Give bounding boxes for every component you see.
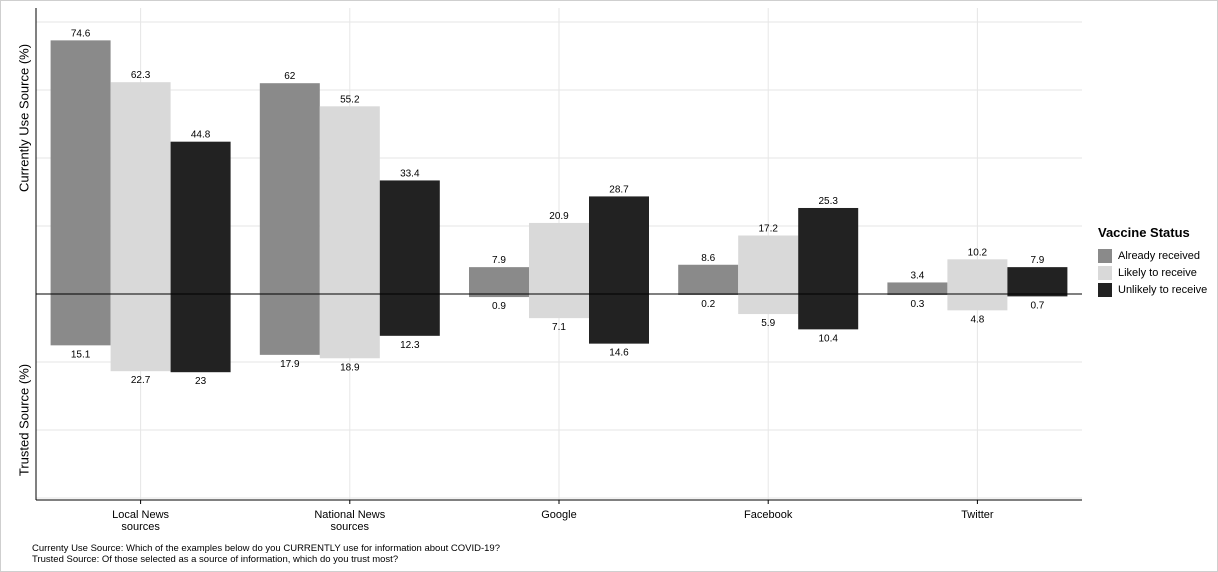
- y-axis-label-bottom: Trusted Source (%): [16, 363, 32, 477]
- data-label-trusted: 0.9: [492, 301, 506, 312]
- x-tick-label: Local News: [112, 509, 169, 521]
- x-tick-label: Twitter: [961, 509, 994, 521]
- bar-current-use: [529, 222, 589, 294]
- data-label-trusted: 7.1: [552, 322, 566, 333]
- x-tick-label: Google: [541, 509, 576, 521]
- legend-item-already-received: Already received: [1098, 247, 1216, 264]
- bar-trusted: [259, 294, 320, 355]
- data-label-trusted: 23: [195, 376, 207, 387]
- legend-label: Likely to receive: [1118, 266, 1197, 279]
- bar-trusted: [50, 294, 111, 346]
- data-label-trusted: 15.1: [71, 349, 91, 360]
- data-label-trusted: 10.4: [818, 333, 838, 344]
- data-label-trusted: 4.8: [970, 314, 984, 325]
- data-label-current-use: 7.9: [1030, 255, 1044, 266]
- bar-current-use: [1007, 267, 1068, 294]
- data-label-current-use: 44.8: [191, 130, 211, 141]
- legend-swatch-already-received: [1098, 248, 1112, 263]
- bar-trusted: [1007, 294, 1068, 297]
- x-tick-label: sources: [331, 521, 370, 533]
- bar-trusted: [529, 294, 589, 319]
- bar-trusted: [170, 294, 231, 373]
- bar-trusted: [110, 294, 171, 372]
- bar-trusted: [319, 294, 380, 359]
- data-label-trusted: 17.9: [280, 359, 300, 370]
- legend-label: Unlikely to receive: [1118, 283, 1208, 296]
- legend-swatch-unlikely-to-receive: [1098, 282, 1112, 297]
- bar-current-use: [798, 207, 859, 294]
- bar-current-use: [469, 267, 529, 294]
- bar-current-use: [259, 83, 320, 294]
- x-tick-label: National News: [314, 509, 385, 521]
- bar-trusted: [947, 294, 1008, 311]
- data-label-current-use: 28.7: [609, 184, 629, 195]
- data-label-current-use: 20.9: [549, 211, 569, 222]
- data-label-current-use: 74.6: [71, 28, 91, 39]
- footnote-current-use: Currenty Use Source: Which of the exampl…: [32, 543, 500, 554]
- data-label-current-use: 25.3: [818, 196, 838, 207]
- bar-trusted: [887, 294, 948, 296]
- bar-current-use: [589, 196, 649, 294]
- data-label-current-use: 33.4: [400, 168, 420, 179]
- data-label-current-use: 17.2: [758, 224, 778, 235]
- data-label-current-use: 8.6: [701, 253, 715, 264]
- bar-current-use: [738, 235, 799, 294]
- legend-title: Vaccine Status: [1098, 225, 1190, 240]
- data-label-trusted: 22.7: [131, 375, 151, 386]
- y-axis-label-top: Currently Use Source (%): [16, 43, 32, 193]
- legend-swatch-likely-to-receive: [1098, 265, 1112, 280]
- legend-item-unlikely-to-receive: Unlikely to receive: [1098, 281, 1216, 298]
- bar-trusted: [738, 294, 799, 315]
- bar-trusted: [469, 294, 529, 298]
- bar-current-use: [50, 40, 111, 294]
- data-label-current-use: 55.2: [340, 94, 360, 105]
- bar-current-use: [170, 141, 231, 294]
- bar-current-use: [379, 180, 440, 294]
- x-tick-label: Facebook: [744, 509, 793, 521]
- data-label-trusted: 18.9: [340, 362, 360, 373]
- data-label-trusted: 12.3: [400, 340, 420, 351]
- legend-label: Already received: [1118, 249, 1200, 262]
- footnotes: Currenty Use Source: Which of the exampl…: [32, 543, 500, 565]
- data-label-trusted: 0.3: [910, 299, 924, 310]
- data-label-current-use: 62.3: [131, 70, 151, 81]
- bar-current-use: [110, 82, 171, 295]
- x-tick-label: sources: [121, 521, 160, 533]
- bar-trusted: [379, 294, 440, 336]
- legend: Vaccine Status Already received Likely t…: [1098, 225, 1216, 298]
- bar-trusted: [589, 294, 649, 344]
- bar-current-use: [319, 106, 380, 294]
- legend-item-likely-to-receive: Likely to receive: [1098, 264, 1216, 281]
- footnote-trusted: Trusted Source: Of those selected as a s…: [32, 554, 399, 565]
- bar-current-use: [678, 264, 739, 294]
- data-label-current-use: 3.4: [910, 270, 924, 281]
- data-label-current-use: 7.9: [492, 255, 506, 266]
- bar-current-use: [947, 259, 1008, 294]
- data-label-trusted: 0.7: [1030, 300, 1044, 311]
- data-label-current-use: 62: [284, 71, 296, 82]
- data-label-trusted: 5.9: [761, 318, 775, 329]
- bar-current-use: [887, 282, 948, 294]
- data-label-trusted: 14.6: [609, 348, 629, 359]
- bar-trusted: [798, 294, 859, 330]
- data-label-current-use: 10.2: [968, 247, 988, 258]
- data-label-trusted: 0.2: [701, 299, 715, 310]
